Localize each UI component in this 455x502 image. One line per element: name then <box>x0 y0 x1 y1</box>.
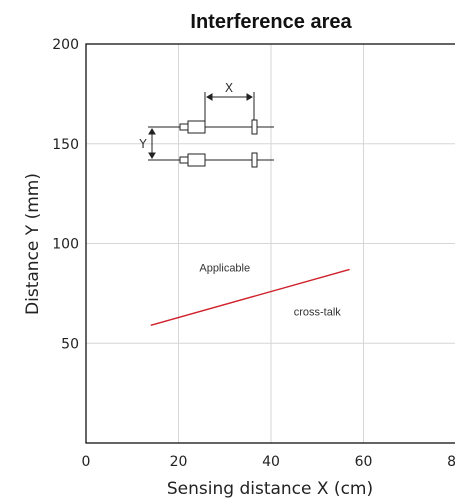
lower-sensor-tip <box>179 156 189 164</box>
x-tick-label: 20 <box>170 454 188 470</box>
lower-reflector <box>251 152 258 168</box>
lower-sensor-body <box>187 153 206 167</box>
x-dimension-arrow-left <box>206 93 213 101</box>
y-tick-label: 50 <box>61 336 79 352</box>
plot-frame <box>85 43 455 444</box>
x-tick-label: 40 <box>262 454 280 470</box>
y-axis-title: Distance Y (mm) <box>23 173 43 315</box>
x-axis-title: Sensing distance X (cm) <box>167 479 373 499</box>
x-tick-label: 0 <box>82 454 91 470</box>
series-line <box>150 268 350 326</box>
y-axis-ticks: 50 100 150 200 <box>52 37 79 352</box>
y-tick-label: 100 <box>52 237 79 253</box>
x-dimension-label: X <box>225 81 233 95</box>
y-tick-label: 200 <box>52 37 79 53</box>
data-series <box>150 268 350 326</box>
grid-lines <box>86 44 455 443</box>
chart-title: Interference area <box>190 11 352 33</box>
y-dimension-arrow-top <box>148 128 156 135</box>
upper-sensor-body <box>187 120 206 134</box>
annotation-label: cross-talk <box>294 306 342 318</box>
x-tick-label: 80 <box>447 454 455 470</box>
sensor-diagram <box>148 92 274 168</box>
annotation-label: Applicable <box>199 262 250 274</box>
x-tick-label: 60 <box>355 454 373 470</box>
y-dimension-label: Y <box>138 137 147 151</box>
x-axis-ticks: 0 20 40 60 80 <box>82 454 455 470</box>
x-dimension-arrow-right <box>246 93 253 101</box>
y-tick-label: 150 <box>52 137 79 153</box>
y-dimension-arrow-bottom <box>148 152 156 159</box>
upper-sensor-tip <box>179 123 189 131</box>
upper-reflector <box>251 119 258 135</box>
annotations: Applicable cross-talk <box>199 262 341 318</box>
